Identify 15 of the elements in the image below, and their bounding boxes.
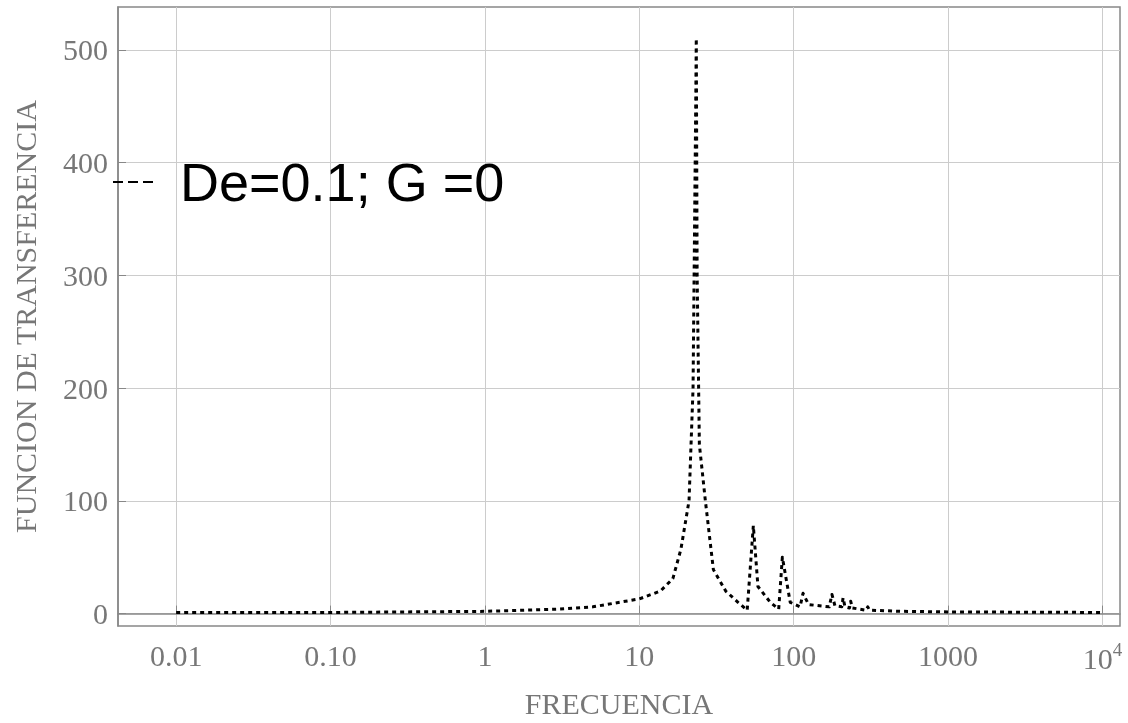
y-tick-label: 400: [63, 146, 108, 180]
legend-label: De=0.1; G =0: [180, 152, 505, 212]
x-tick-label: 100: [771, 638, 817, 672]
y-tick-label: 300: [63, 258, 108, 292]
x-tick-label: 1000: [918, 638, 979, 672]
x-tick-label: 10: [624, 638, 655, 672]
x-axis-title: FRECUENCIA: [524, 686, 714, 720]
y-tick-label: 100: [63, 484, 108, 518]
x-tick-label: 1: [477, 638, 493, 672]
y-tick-label: 0: [93, 597, 108, 631]
y-tick-label: 200: [63, 371, 108, 405]
y-axis-title: FUNCION DE TRANSFERENCIA: [8, 99, 42, 533]
y-tick-label: 500: [63, 33, 108, 67]
x-tick-label: 0.10: [304, 638, 357, 672]
x-tick-label: 0.01: [149, 638, 203, 672]
